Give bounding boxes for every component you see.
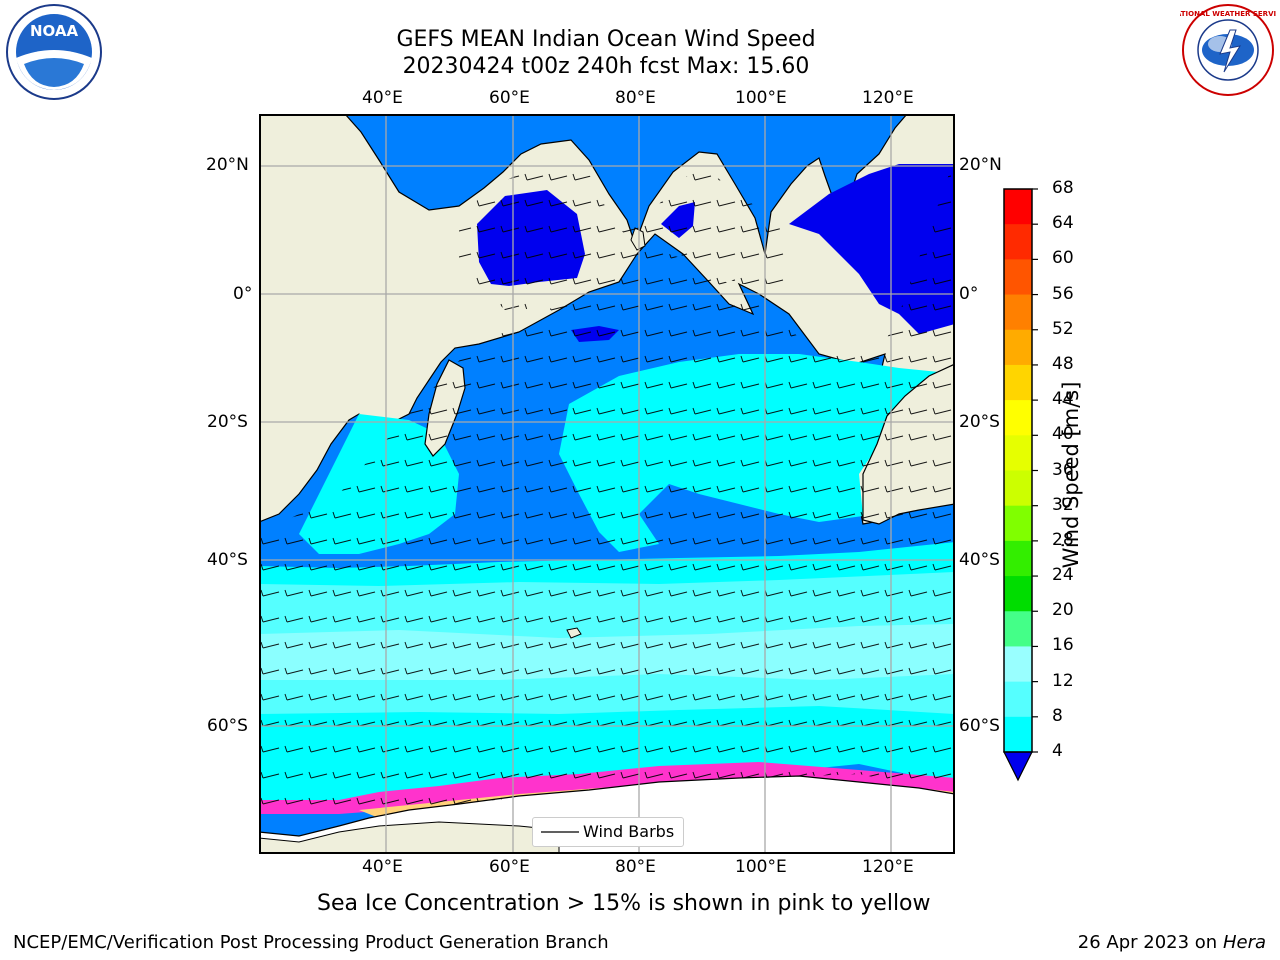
colorbar-tick-label: 12 xyxy=(1052,670,1074,691)
colorbar-cell xyxy=(1004,189,1032,225)
colorbar-tick-label: 60 xyxy=(1052,248,1074,269)
map-subtitle: 20230424 t00z 240h fcst Max: 15.60 xyxy=(402,54,810,79)
noaa-logo-text: NOAA xyxy=(30,22,79,40)
footer-date: 26 Apr 2023 on Hera xyxy=(1078,932,1266,953)
wind-barbs-field xyxy=(260,174,954,814)
lat-label-right-40s: 40°S xyxy=(959,550,1000,570)
lat-label-left-40s: 40°S xyxy=(207,550,248,570)
sea-ice-caption: Sea Ice Concentration > 15% is shown in … xyxy=(317,891,931,916)
colorbar-tick-label: 68 xyxy=(1052,178,1074,198)
colorbar-tick-label: 64 xyxy=(1052,213,1074,234)
colorbar xyxy=(1003,188,1038,782)
colorbar-tick-label: 24 xyxy=(1052,565,1074,586)
colorbar-cell xyxy=(1004,576,1032,612)
wind-speed-map xyxy=(259,114,955,854)
map-title: GEFS MEAN Indian Ocean Wind Speed xyxy=(396,27,816,52)
colorbar-tick-label: 20 xyxy=(1052,600,1074,621)
colorbar-cell xyxy=(1004,540,1032,577)
lat-label-right-0: 0° xyxy=(959,284,979,304)
colorbar-tick-label: 56 xyxy=(1052,283,1074,304)
colorbar-cell xyxy=(1004,470,1032,507)
lat-label-left-20n: 20°N xyxy=(206,155,249,175)
lon-label-bottom-80e: 80°E xyxy=(615,857,656,877)
colorbar-cell xyxy=(1004,681,1032,718)
map-frame xyxy=(259,114,955,854)
footer-producer: NCEP/EMC/Verification Post Processing Pr… xyxy=(13,932,609,953)
lon-label-bottom-120e: 120°E xyxy=(862,857,914,877)
colorbar-tick-label: 48 xyxy=(1052,353,1074,374)
colorbar-cell xyxy=(1004,505,1032,542)
colorbar-extend-arrow xyxy=(1003,751,1033,782)
colorbar-cell xyxy=(1004,364,1032,401)
lat-label-left-60s: 60°S xyxy=(207,716,248,736)
noaa-logo: NOAA xyxy=(6,4,102,100)
lat-label-right-20n: 20°N xyxy=(959,155,1002,175)
lon-label-bottom-40e: 40°E xyxy=(362,857,403,877)
lon-label-top-80e: 80°E xyxy=(615,88,656,108)
lat-label-right-60s: 60°S xyxy=(959,716,1000,736)
colorbar-cell xyxy=(1004,224,1032,260)
colorbar-tick-label: 44 xyxy=(1052,389,1074,410)
wind-barbs-north xyxy=(459,154,789,314)
lon-label-bottom-100e: 100°E xyxy=(735,857,787,877)
colorbar-tick-label: 32 xyxy=(1052,494,1074,515)
legend-barb-icon xyxy=(541,831,579,833)
graticule xyxy=(259,114,955,854)
lat-label-left-0: 0° xyxy=(233,284,253,304)
lon-label-top-120e: 120°E xyxy=(862,88,914,108)
nws-logo: NATIONAL WEATHER SERVICE xyxy=(1180,4,1276,96)
lon-label-top-60e: 60°E xyxy=(489,88,530,108)
colorbar-cell xyxy=(1004,400,1032,436)
lon-label-top-100e: 100°E xyxy=(735,88,787,108)
footer-host: Hera xyxy=(1222,932,1266,953)
colorbar-cell xyxy=(1004,329,1032,366)
lat-label-right-20s: 20°S xyxy=(959,412,1000,432)
lat-label-left-20s: 20°S xyxy=(207,412,248,432)
colorbar-tick-label: 36 xyxy=(1052,459,1074,480)
legend-label: Wind Barbs xyxy=(583,822,675,841)
lon-label-bottom-60e: 60°E xyxy=(489,857,530,877)
colorbar-cell xyxy=(1004,646,1032,683)
colorbar-tick-label: 28 xyxy=(1052,529,1074,550)
colorbar-tick-label: 16 xyxy=(1052,635,1074,656)
footer-date-text: 26 Apr 2023 on xyxy=(1077,932,1223,953)
colorbar-tick-label: 52 xyxy=(1052,318,1074,339)
colorbar-cell xyxy=(1004,716,1032,753)
colorbar-tick-label: 8 xyxy=(1052,705,1063,726)
colorbar-cell xyxy=(1004,611,1032,647)
nws-logo-text: NATIONAL WEATHER SERVICE xyxy=(1180,10,1276,18)
colorbar-tick-label: 4 xyxy=(1052,741,1063,761)
legend-box: Wind Barbs xyxy=(532,817,684,847)
colorbar-cell xyxy=(1004,435,1032,471)
colorbar-cell xyxy=(1004,294,1032,331)
colorbar-tick-label: 40 xyxy=(1052,424,1074,445)
lon-label-top-40e: 40°E xyxy=(362,88,403,108)
colorbar-cell xyxy=(1004,259,1032,296)
